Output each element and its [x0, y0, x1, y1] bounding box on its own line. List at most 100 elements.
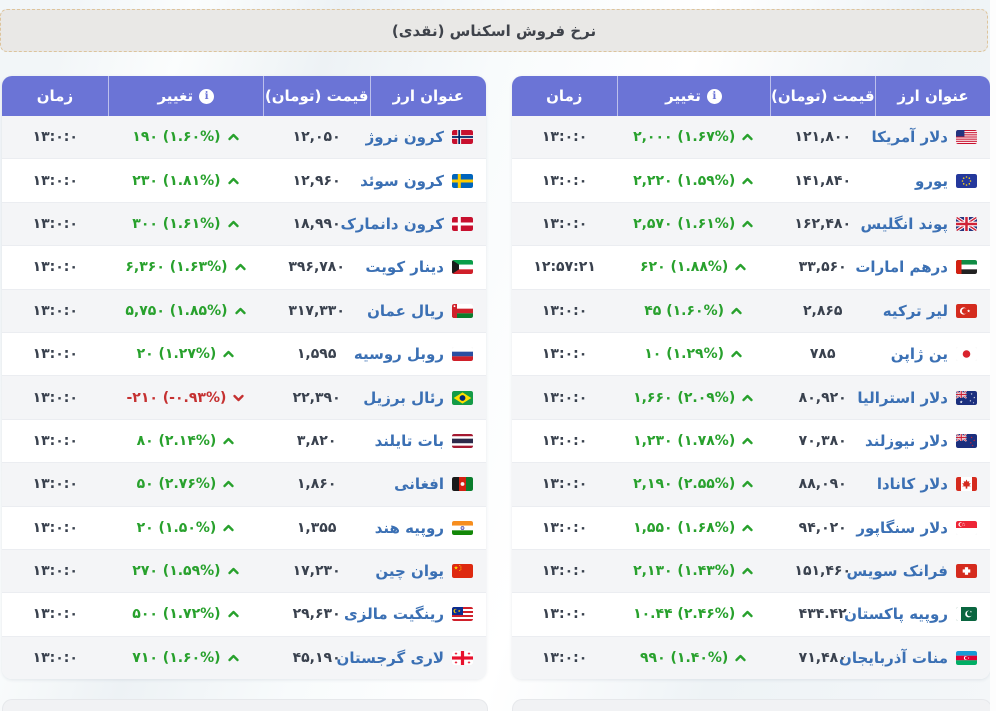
currency-row[interactable]: افغانی ۱,۸۶۰ ۵۰ (۲.۷۶%) ۱۳:۰:۰	[2, 462, 486, 506]
currency-row[interactable]: یورو ۱۴۱,۸۴۰ ۲,۲۲۰ (۱.۵۹%) ۱۳:۰:۰	[512, 158, 990, 202]
table-body: کرون نروژ ۱۲,۰۵۰ ۱۹۰ (۱.۶۰%) ۱۳:۰:۰ کرون…	[2, 116, 486, 679]
currency-name-link[interactable]: کرون سوئد	[360, 171, 444, 190]
change-cell: ۹۹۰ (۱.۴۰%)	[617, 637, 770, 679]
currency-row[interactable]: دلار آمریکا ۱۲۱,۸۰۰ ۲,۰۰۰ (۱.۶۷%) ۱۳:۰:۰	[512, 116, 990, 159]
currency-row[interactable]: کرون دانمارک ۱۸,۹۹۰ ۳۰۰ (۱.۶۱%) ۱۳:۰:۰	[2, 201, 486, 246]
change-value: ۲,۲۲۰ (۱.۵۹%)	[633, 172, 736, 189]
currency-name-link[interactable]: فرانک سویس	[846, 562, 949, 581]
time-value: ۱۳:۰:۰	[32, 302, 78, 319]
currency-name-link[interactable]: درهم امارات	[855, 258, 948, 277]
change-value: ۱۹۰ (۱.۶۰%)	[132, 129, 221, 146]
price-value: ۴۵,۱۹۰	[292, 649, 341, 666]
currency-name-link[interactable]: یورو	[915, 171, 948, 190]
currency-name-link[interactable]: لاری گرجستان	[336, 648, 444, 667]
time-value: ۱۳:۰:۰	[541, 563, 588, 580]
change-cell: ۲۰ (۱.۲۷%)	[109, 333, 264, 375]
currency-name-link[interactable]: افغانی	[394, 475, 444, 494]
currency-cell: دلار آمریکا	[871, 116, 990, 158]
currency-cell: بات تایلند	[370, 420, 486, 462]
info-icon[interactable]: i	[706, 88, 722, 104]
currency-cell: ریال عمان	[367, 290, 486, 332]
trend-up-arrow-icon	[741, 176, 754, 186]
currency-row[interactable]: بات تایلند ۳,۸۲۰ ۸۰ (۲.۱۴%) ۱۳:۰:۰	[2, 418, 486, 463]
change-value: -۲۱۰ (-۰.۹۳%)	[126, 389, 227, 406]
currency-name-link[interactable]: بات تایلند	[374, 431, 444, 450]
change-value: ۹۹۰ (۱.۴۰%)	[640, 649, 729, 666]
time-value: ۱۳:۰:۰	[32, 129, 78, 146]
column-header-price: قیمت (تومان)	[262, 76, 370, 116]
currency-name-link[interactable]: روبل روسیه	[353, 345, 444, 364]
currency-row[interactable]: روپیه پاکستان ۴۳۴.۴۲ ۱۰.۴۴ (۲.۴۶%) ۱۳:۰:…	[512, 592, 990, 636]
info-icon[interactable]: i	[199, 88, 215, 104]
currency-cell: دلار نیوزلند	[865, 420, 990, 462]
currency-row[interactable]: ریال عمان ۳۱۷,۳۳۰ ۵,۷۵۰ (۱.۸۵%) ۱۳:۰:۰	[2, 288, 486, 332]
change-cell: ۸۰ (۲.۱۴%)	[109, 420, 264, 462]
price-value: ۸۸,۰۹۰	[798, 476, 847, 493]
price-value: ۸۰,۹۲۰	[798, 389, 847, 406]
price-value: ۱۴۱,۸۴۰	[794, 172, 851, 189]
currency-row[interactable]: درهم امارات ۳۳,۵۶۰ ۶۲۰ (۱.۸۸%) ۱۲:۵۷:۲۱	[512, 245, 990, 289]
flag-jp-icon	[956, 347, 977, 362]
currency-row[interactable]: دلار نیوزلند ۷۰,۳۸۰ ۱,۲۳۰ (۱.۷۸%) ۱۳:۰:۰	[512, 418, 990, 463]
currency-row[interactable]: منات آذربایجان ۷۱,۴۸۰ ۹۹۰ (۱.۴۰%) ۱۳:۰:۰	[512, 635, 990, 679]
currency-name-link[interactable]: کرون نروژ	[365, 128, 444, 147]
table-header: عنوان ارز قیمت (تومان) i تغییر زمان	[2, 76, 486, 116]
currency-name-link[interactable]: دلار سنگاپور	[856, 518, 948, 537]
currency-name-link[interactable]: دینار کویت	[365, 258, 444, 277]
currency-row[interactable]: لاری گرجستان ۴۵,۱۹۰ ۷۱۰ (۱.۶۰%) ۱۳:۰:۰	[2, 635, 486, 679]
flag-nz-icon	[956, 433, 977, 448]
currency-row[interactable]: ین ژاپن ۷۸۵ ۱۰ (۱.۲۹%) ۱۳:۰:۰	[512, 331, 990, 376]
currency-name-link[interactable]: روپیه پاکستان	[844, 605, 948, 624]
currency-name-link[interactable]: کرون دانمارک	[340, 214, 444, 233]
currency-row[interactable]: دینار کویت ۳۹۶,۷۸۰ ۶,۳۶۰ (۱.۶۳%) ۱۳:۰:۰	[2, 245, 486, 289]
currency-cell: دلار استرالیا	[857, 376, 990, 418]
currency-row[interactable]: فرانک سویس ۱۵۱,۴۶۰ ۲,۱۳۰ (۱.۴۳%) ۱۳:۰:۰	[512, 548, 990, 593]
change-cell: ۲,۵۷۰ (۱.۶۱%)	[617, 203, 770, 245]
currency-name-link[interactable]: دلار نیوزلند	[865, 431, 948, 450]
currency-name-link[interactable]: دلار آمریکا	[871, 128, 948, 147]
change-cell: ۱۰ (۱.۲۹%)	[617, 333, 770, 375]
flag-in-icon	[452, 520, 473, 535]
currency-row[interactable]: کرون سوئد ۱۲,۹۶۰ ۲۳۰ (۱.۸۱%) ۱۳:۰:۰	[2, 158, 486, 202]
trend-up-arrow-icon	[730, 349, 743, 359]
currency-name-link[interactable]: ریال عمان	[367, 301, 444, 320]
time-value: ۱۳:۰:۰	[541, 519, 588, 536]
currency-name-link[interactable]: پوند انگلیس	[860, 214, 948, 233]
currency-name-link[interactable]: یوان چین	[375, 562, 444, 581]
scrollbar-track[interactable]	[990, 0, 996, 711]
change-value: ۱,۲۳۰ (۱.۷۸%)	[633, 432, 736, 449]
currency-row[interactable]: رئال برزیل ۲۲,۳۹۰ -۲۱۰ (-۰.۹۳%) ۱۳:۰:۰	[2, 375, 486, 419]
currency-row[interactable]: دلار سنگاپور ۹۴,۰۲۰ ۱,۵۵۰ (۱.۶۸%) ۱۳:۰:۰	[512, 505, 990, 549]
currency-name-link[interactable]: دلار کانادا	[876, 475, 948, 494]
currency-row[interactable]: روبل روسیه ۱,۵۹۵ ۲۰ (۱.۲۷%) ۱۳:۰:۰	[2, 331, 486, 376]
time-value: ۱۳:۰:۰	[32, 649, 78, 666]
currency-row[interactable]: روپیه هند ۱,۳۵۵ ۲۰ (۱.۵۰%) ۱۳:۰:۰	[2, 505, 486, 549]
currency-name-link[interactable]: روپیه هند	[374, 518, 444, 537]
currency-row[interactable]: دلار استرالیا ۸۰,۹۲۰ ۱,۶۶۰ (۲.۰۹%) ۱۳:۰:…	[512, 375, 990, 419]
currency-name-link[interactable]: رینگیت مالزی	[344, 605, 444, 624]
currency-name-link[interactable]: دلار استرالیا	[857, 388, 948, 407]
currency-row[interactable]: پوند انگلیس ۱۶۲,۴۸۰ ۲,۵۷۰ (۱.۶۱%) ۱۳:۰:۰	[512, 201, 990, 246]
trend-up-arrow-icon	[222, 479, 235, 489]
currency-cell: کرون نروژ	[366, 116, 486, 158]
currency-row[interactable]: لیر ترکیه ۲,۸۶۵ ۴۵ (۱.۶۰%) ۱۳:۰:۰	[512, 288, 990, 332]
change-cell: ۱۹۰ (۱.۶۰%)	[109, 116, 264, 158]
trend-up-arrow-icon	[741, 132, 754, 142]
currency-name-link[interactable]: رئال برزیل	[363, 388, 444, 407]
currency-name-link[interactable]: لیر ترکیه	[882, 301, 948, 320]
change-cell: ۵,۷۵۰ (۱.۸۵%)	[109, 290, 264, 332]
currency-row[interactable]: کرون نروژ ۱۲,۰۵۰ ۱۹۰ (۱.۶۰%) ۱۳:۰:۰	[2, 116, 486, 159]
currency-row[interactable]: دلار کانادا ۸۸,۰۹۰ ۲,۱۹۰ (۲.۵۵%) ۱۳:۰:۰	[512, 462, 990, 506]
currency-cell: ین ژاپن	[875, 333, 990, 375]
currency-cell: یورو	[875, 159, 990, 201]
currency-name-link[interactable]: منات آذربایجان	[839, 648, 948, 667]
flag-th-icon	[452, 433, 473, 448]
currency-name-link[interactable]: ین ژاپن	[890, 345, 948, 364]
flag-cn-icon	[452, 564, 473, 579]
currency-row[interactable]: یوان چین ۱۷,۲۳۰ ۲۷۰ (۱.۵۹%) ۱۳:۰:۰	[2, 548, 486, 593]
currency-cell: رینگیت مالزی	[344, 593, 486, 635]
section-title: نرخ فروش اسکناس (نقدی)	[391, 21, 597, 40]
time-value: ۱۳:۰:۰	[541, 606, 588, 623]
currency-row[interactable]: رینگیت مالزی ۲۹,۶۳۰ ۵۰۰ (۱.۷۲%) ۱۳:۰:۰	[2, 592, 486, 636]
time-value: ۱۳:۰:۰	[32, 172, 78, 189]
